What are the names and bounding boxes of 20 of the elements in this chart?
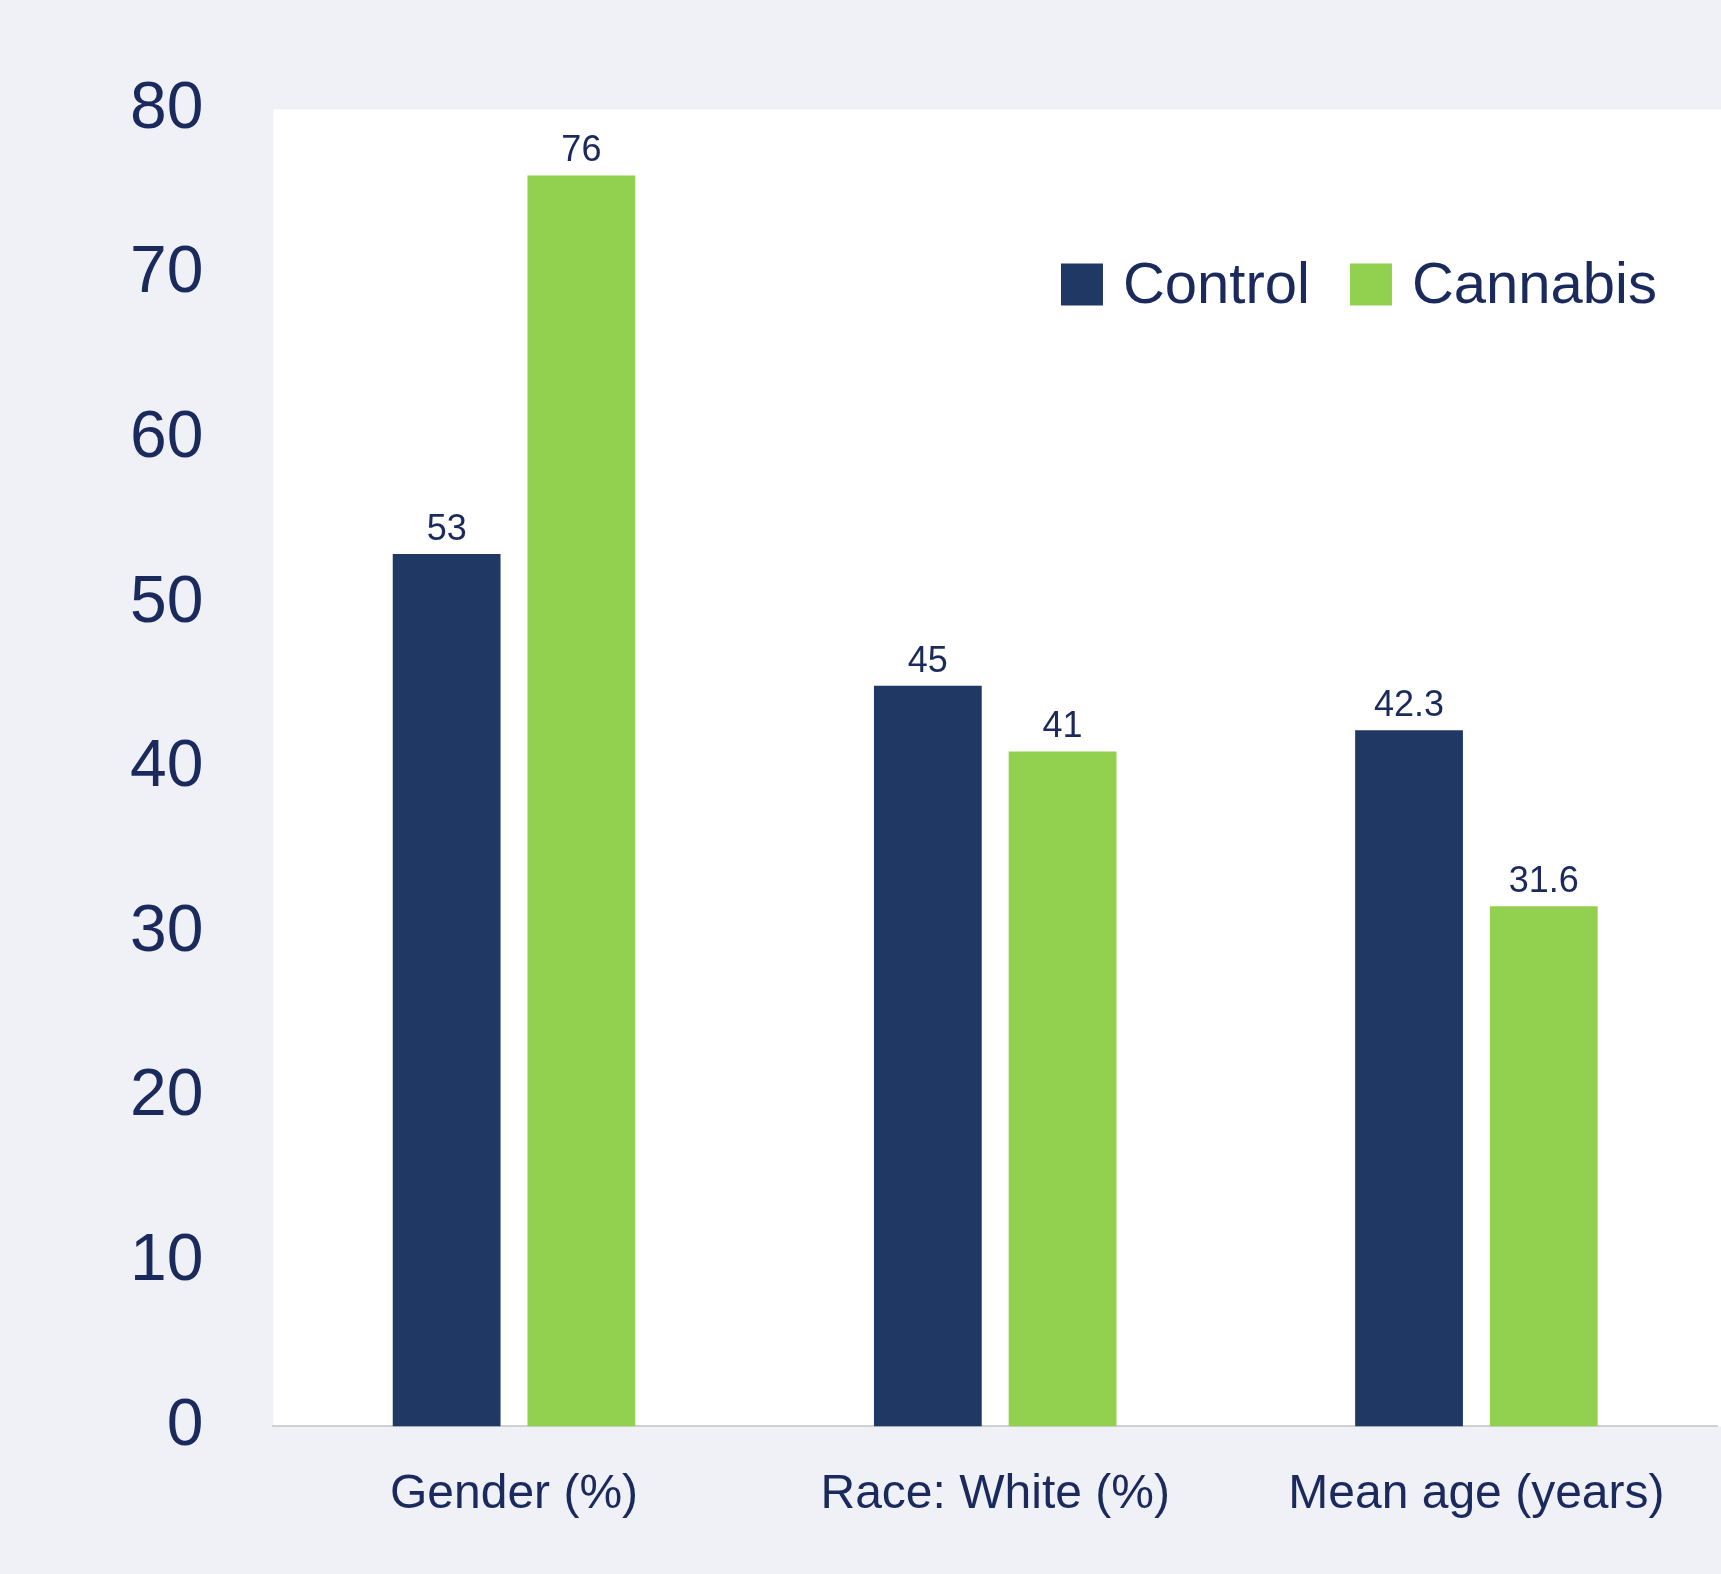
data-label: 41 xyxy=(1042,704,1083,746)
y-tick-label: 80 xyxy=(129,67,204,142)
y-tick-label: 40 xyxy=(129,726,204,801)
x-tick-label: Mean age (years) xyxy=(1288,1465,1665,1519)
y-tick-label: 50 xyxy=(129,561,204,636)
y-tick-label: 20 xyxy=(129,1055,204,1130)
legend-label: Cannabis xyxy=(1411,249,1658,315)
y-tick-label: 30 xyxy=(129,890,204,965)
data-label: 31.6 xyxy=(1508,859,1579,901)
legend-label: Control xyxy=(1122,249,1310,315)
y-tick-label: 0 xyxy=(166,1384,204,1459)
data-label: 42.3 xyxy=(1374,683,1445,725)
data-label: 53 xyxy=(426,506,467,548)
data-label: 76 xyxy=(561,128,602,170)
x-tick-label: Gender (%) xyxy=(389,1465,639,1519)
y-tick-label: 10 xyxy=(129,1220,204,1294)
x-tick-label: Race: White (%) xyxy=(820,1465,1170,1519)
y-tick-label: 60 xyxy=(129,397,204,471)
y-tick-label: 70 xyxy=(129,232,204,307)
data-label: 45 xyxy=(907,638,948,680)
